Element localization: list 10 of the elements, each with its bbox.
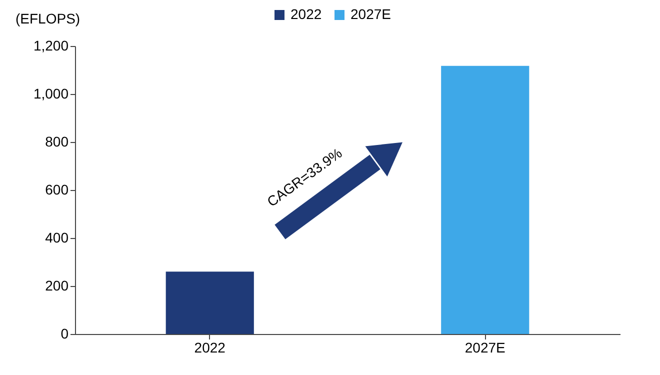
y-tick-label: 400 [45,230,69,246]
y-tick-label: 1,000 [33,86,69,102]
legend-label: 2027E [350,6,391,22]
y-tick-label: 1,200 [33,38,69,54]
y-tick-label: 200 [45,278,69,294]
y-tick-label: 800 [45,134,69,150]
y-axis-title: (EFLOPS) [16,10,80,26]
legend-label: 2022 [290,6,322,22]
y-tick-label: 0 [60,326,69,342]
y-tick-label: 600 [45,182,69,198]
